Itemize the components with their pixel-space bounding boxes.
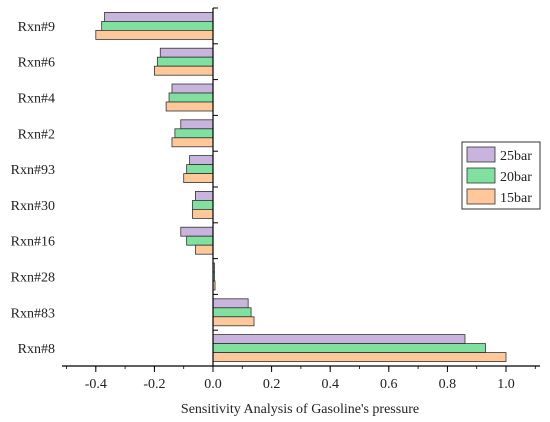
bar-Rxn9-15bar: [95, 29, 214, 40]
bar-Rxn16-20bar: [186, 235, 214, 246]
category-label: Rxn#30: [11, 199, 55, 214]
x-axis-title: Sensitivity Analysis of Gasoline's press…: [181, 402, 419, 417]
x-tick-label: -0.2: [143, 377, 165, 392]
labels-group: Rxn#9 Rxn#6 Rxn#4 Rxn#2 Rxn#93 Rxn#30 Rxn#16 Rx…: [11, 20, 515, 392]
bar-Rxn6-15bar: [153, 65, 214, 76]
axes-group: [62, 7, 540, 372]
bar-Rxn8-25bar: [212, 334, 466, 345]
bar-Rxn93-15bar: [183, 173, 214, 184]
category-label: Rxn#4: [18, 92, 55, 107]
bar-Rxn2-25bar: [180, 119, 214, 130]
category-label: Rxn#83: [11, 306, 55, 321]
bar-Rxn93-20bar: [186, 164, 214, 175]
bar-Rxn4-20bar: [168, 92, 214, 103]
bar-Rxn9-25bar: [104, 11, 214, 22]
x-tick-label: 0.6: [380, 377, 398, 392]
legend-label-25bar: 25bar: [500, 149, 532, 164]
bar-Rxn9-20bar: [101, 20, 214, 31]
bar-Rxn6-20bar: [156, 56, 214, 67]
bar-Rxn8-20bar: [212, 343, 486, 354]
x-tick-label: 1.0: [497, 377, 515, 392]
category-label: Rxn#28: [11, 271, 55, 286]
bar-Rxn2-20bar: [174, 128, 214, 139]
bar-Rxn6-25bar: [159, 47, 214, 58]
bar-Rxn4-15bar: [165, 101, 214, 112]
bar-Rxn30-15bar: [192, 208, 214, 219]
bar-Rxn83-25bar: [212, 298, 249, 309]
legend-swatch-20bar: [466, 167, 496, 184]
bar-Rxn93-25bar: [189, 155, 214, 166]
bar-Rxn2-15bar: [171, 137, 214, 148]
x-tick-label: 0.0: [204, 377, 222, 392]
category-label: Rxn#2: [18, 127, 55, 142]
category-label: Rxn#9: [18, 20, 55, 35]
x-tick-label: 0.4: [321, 377, 339, 392]
bar-Rxn8-15bar: [212, 352, 507, 363]
legend: 25bar 20bar 15bar: [461, 141, 541, 210]
legend-label-20bar: 20bar: [500, 170, 532, 185]
bar-Rxn83-20bar: [212, 307, 252, 318]
legend-label-15bar: 15bar: [500, 191, 532, 206]
bar-Rxn83-15bar: [212, 316, 255, 327]
category-label: Rxn#6: [18, 56, 55, 71]
bar-Rxn30-25bar: [195, 190, 214, 201]
category-label: Rxn#93: [11, 163, 55, 178]
category-label: Rxn#16: [11, 235, 55, 250]
x-tick-label: 0.8: [439, 377, 457, 392]
legend-swatch-15bar: [466, 188, 496, 205]
x-tick-label: -0.4: [85, 377, 107, 392]
category-label: Rxn#8: [18, 342, 55, 357]
x-tick-label: 0.2: [263, 377, 281, 392]
bars-group: [95, 11, 507, 363]
bar-Rxn4-25bar: [171, 83, 214, 94]
bar-Rxn16-25bar: [180, 226, 214, 237]
bar-Rxn16-15bar: [195, 244, 214, 255]
legend-swatch-25bar: [466, 146, 496, 163]
bar-Rxn30-20bar: [192, 199, 214, 210]
